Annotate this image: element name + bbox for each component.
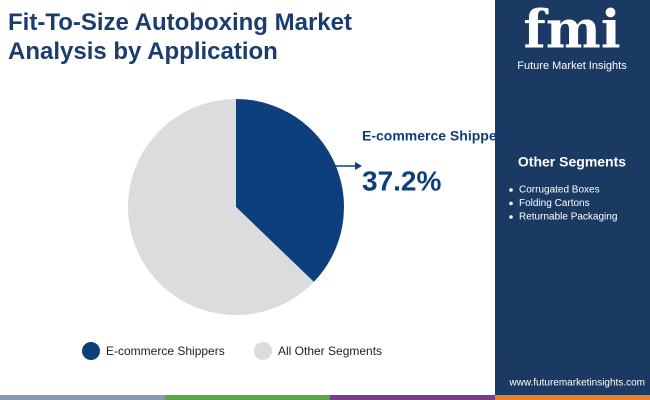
sidebar-item: Corrugated Boxes bbox=[519, 185, 600, 196]
bottom-bar bbox=[0, 395, 165, 400]
sidebar-item: Returnable Packaging bbox=[519, 212, 617, 223]
bottom-bar bbox=[495, 395, 650, 400]
bullet bbox=[509, 188, 513, 192]
legend-swatch bbox=[82, 342, 100, 360]
annotation-label: E-commerce Shippers bbox=[362, 128, 510, 144]
logo: fmi bbox=[523, 0, 620, 61]
legend-swatch bbox=[254, 342, 272, 360]
legend-label: All Other Segments bbox=[278, 344, 382, 358]
brand-name: Future Market Insights bbox=[517, 60, 627, 72]
chart-title: Fit-To-Size Autoboxing Market Analysis b… bbox=[8, 9, 352, 65]
bottom-bar bbox=[330, 395, 495, 400]
value-label: 37.2% bbox=[362, 165, 441, 196]
footer-url: www.futuremarketinsights.com bbox=[508, 378, 645, 389]
arrow-head bbox=[355, 162, 362, 170]
sidebar-item: Folding Cartons bbox=[519, 198, 590, 209]
title-box: Fit-To-Size Autoboxing Market Analysis b… bbox=[8, 9, 352, 65]
pie-slice bbox=[127, 99, 314, 316]
pie-slice bbox=[236, 99, 344, 282]
bottom-bar bbox=[165, 395, 330, 400]
legend-label: E-commerce Shippers bbox=[106, 344, 225, 358]
sidebar bbox=[495, 0, 650, 400]
bullet bbox=[509, 201, 513, 206]
bullet bbox=[509, 215, 513, 219]
sidebar-heading: Other Segments bbox=[518, 154, 626, 170]
